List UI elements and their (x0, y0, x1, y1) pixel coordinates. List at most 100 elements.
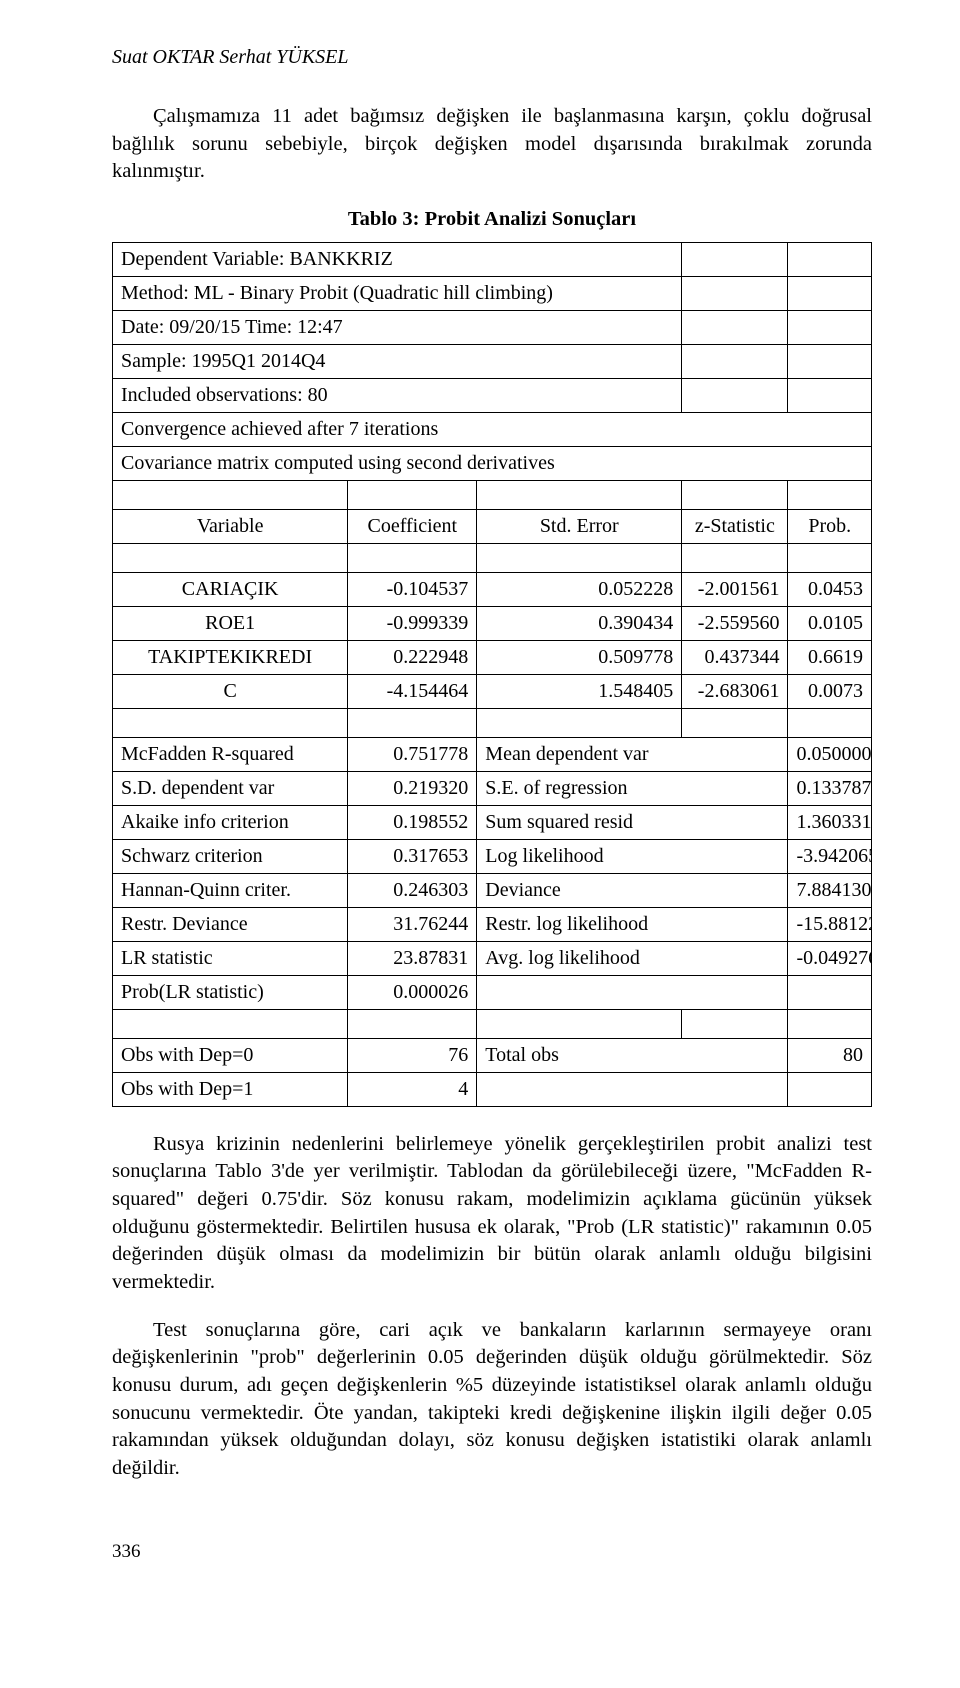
var-z: -2.683061 (682, 674, 788, 708)
var-p: 0.0073 (788, 674, 872, 708)
table-cell (113, 708, 348, 737)
obs-value: 76 (348, 1038, 477, 1072)
meta-cell (788, 242, 872, 276)
meta-cell: Covariance matrix computed using second … (113, 446, 872, 480)
page-number: 336 (112, 1539, 872, 1565)
meta-cell (682, 344, 788, 378)
table-cell (477, 1009, 682, 1038)
var-name: C (113, 674, 348, 708)
var-p: 0.0453 (788, 572, 872, 606)
stat-value: -0.049276 (788, 941, 872, 975)
stat-value: 31.76244 (348, 907, 477, 941)
intro-paragraph: Çalışmamıza 11 adet bağımsız değişken il… (112, 103, 872, 186)
meta-cell (788, 344, 872, 378)
obs-label (477, 1072, 788, 1106)
table-title: Tablo 3: Probit Analizi Sonuçları (112, 206, 872, 234)
discussion-paragraph-1: Rusya krizinin nedenlerini belirlemeye y… (112, 1131, 872, 1297)
var-coef: -0.999339 (348, 606, 477, 640)
var-p: 0.6619 (788, 640, 872, 674)
obs-value (788, 1072, 872, 1106)
table-cell (348, 480, 477, 509)
table-cell (348, 543, 477, 572)
table-cell (682, 708, 788, 737)
stat-value: 0.317653 (348, 839, 477, 873)
table-cell (788, 708, 872, 737)
stat-label: Akaike info criterion (113, 805, 348, 839)
obs-label: Obs with Dep=1 (113, 1072, 348, 1106)
col-header: Prob. (788, 509, 872, 543)
var-se: 0.052228 (477, 572, 682, 606)
col-header: Std. Error (477, 509, 682, 543)
var-se: 0.509778 (477, 640, 682, 674)
var-p: 0.0105 (788, 606, 872, 640)
meta-cell (682, 310, 788, 344)
stat-value: 0.050000 (788, 737, 872, 771)
stat-value: 0.000026 (348, 975, 477, 1009)
meta-cell (682, 276, 788, 310)
table-cell (788, 543, 872, 572)
stat-value: 0.246303 (348, 873, 477, 907)
obs-label: Obs with Dep=0 (113, 1038, 348, 1072)
table-cell (788, 480, 872, 509)
meta-cell (788, 310, 872, 344)
table-cell (113, 480, 348, 509)
table-cell (348, 1009, 477, 1038)
meta-cell: Sample: 1995Q1 2014Q4 (113, 344, 682, 378)
var-coef: 0.222948 (348, 640, 477, 674)
meta-cell: Included observations: 80 (113, 378, 682, 412)
table-cell (113, 543, 348, 572)
var-coef: -0.104537 (348, 572, 477, 606)
stat-label: Avg. log likelihood (477, 941, 788, 975)
stat-value: -15.88122 (788, 907, 872, 941)
running-head: Suat OKTAR Serhat YÜKSEL (112, 44, 872, 71)
stat-label: Restr. Deviance (113, 907, 348, 941)
stat-value (788, 975, 872, 1009)
stat-value: 23.87831 (348, 941, 477, 975)
table-cell (113, 1009, 348, 1038)
var-name: CARIAÇIK (113, 572, 348, 606)
stat-value: 0.133787 (788, 771, 872, 805)
var-z: -2.559560 (682, 606, 788, 640)
meta-cell: Convergence achieved after 7 iterations (113, 412, 872, 446)
var-z: 0.437344 (682, 640, 788, 674)
stat-label: LR statistic (113, 941, 348, 975)
stat-label: Schwarz criterion (113, 839, 348, 873)
stat-label: McFadden R-squared (113, 737, 348, 771)
table-cell (348, 708, 477, 737)
stat-value: 0.198552 (348, 805, 477, 839)
table-cell (477, 708, 682, 737)
table-cell (477, 480, 682, 509)
stat-value: 0.751778 (348, 737, 477, 771)
var-se: 0.390434 (477, 606, 682, 640)
var-se: 1.548405 (477, 674, 682, 708)
stat-label: Sum squared resid (477, 805, 788, 839)
stat-label: Hannan-Quinn criter. (113, 873, 348, 907)
meta-cell (788, 276, 872, 310)
table-cell (682, 480, 788, 509)
stat-label: Log likelihood (477, 839, 788, 873)
meta-cell (682, 242, 788, 276)
stat-label: S.D. dependent var (113, 771, 348, 805)
table-cell (682, 1009, 788, 1038)
stat-label: Prob(LR statistic) (113, 975, 348, 1009)
stat-label: Mean dependent var (477, 737, 788, 771)
table-cell (477, 543, 682, 572)
var-name: ROE1 (113, 606, 348, 640)
stat-label: Restr. log likelihood (477, 907, 788, 941)
col-header: Variable (113, 509, 348, 543)
stat-label (477, 975, 788, 1009)
obs-value: 80 (788, 1038, 872, 1072)
meta-cell: Dependent Variable: BANKKRIZ (113, 242, 682, 276)
discussion-paragraph-2: Test sonuçlarına göre, cari açık ve bank… (112, 1317, 872, 1483)
table-cell (788, 1009, 872, 1038)
col-header: z-Statistic (682, 509, 788, 543)
meta-cell: Method: ML - Binary Probit (Quadratic hi… (113, 276, 682, 310)
table-cell (682, 543, 788, 572)
meta-cell (788, 378, 872, 412)
meta-cell: Date: 09/20/15 Time: 12:47 (113, 310, 682, 344)
stat-label: S.E. of regression (477, 771, 788, 805)
obs-label: Total obs (477, 1038, 788, 1072)
col-header: Coefficient (348, 509, 477, 543)
stat-value: 1.360331 (788, 805, 872, 839)
meta-cell (682, 378, 788, 412)
